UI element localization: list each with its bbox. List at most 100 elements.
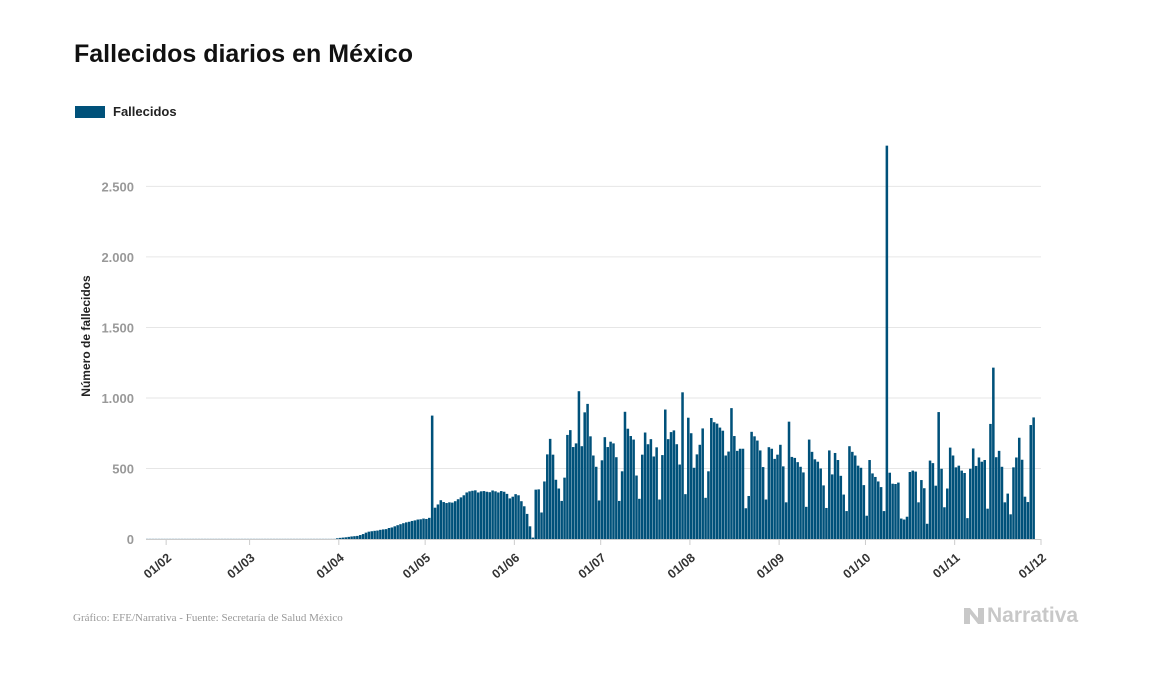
- bar: [839, 475, 843, 539]
- bar: [577, 391, 581, 539]
- bar: [453, 501, 457, 539]
- bar: [384, 529, 388, 539]
- bar: [629, 436, 632, 539]
- bar: [897, 482, 900, 539]
- bar: [551, 454, 555, 539]
- bar: [925, 523, 929, 539]
- bar: [879, 487, 883, 539]
- bar: [422, 518, 425, 539]
- bar: [1020, 459, 1024, 539]
- bar: [1015, 457, 1018, 539]
- legend: Fallecidos: [75, 104, 177, 119]
- bar: [943, 507, 946, 539]
- bar: [672, 430, 676, 539]
- bar: [589, 436, 592, 539]
- bar: [364, 532, 368, 539]
- bar: [350, 536, 353, 539]
- bar: [658, 499, 661, 539]
- bar: [511, 496, 515, 539]
- bar: [865, 515, 868, 539]
- bar: [603, 437, 607, 539]
- bar: [491, 490, 494, 539]
- x-tick-label: 01/05: [400, 551, 433, 582]
- x-tick-label: 01/12: [1016, 551, 1049, 582]
- y-tick-label: 1.000: [101, 391, 134, 406]
- bar: [813, 459, 817, 539]
- bar: [531, 537, 535, 539]
- bar: [664, 409, 667, 539]
- bar: [468, 491, 471, 539]
- chart-title: Fallecidos diarios en México: [74, 40, 414, 68]
- bar: [761, 467, 765, 539]
- bar: [563, 477, 566, 539]
- bar: [425, 518, 428, 539]
- legend-swatch: [75, 105, 105, 118]
- bar: [856, 465, 860, 539]
- bar: [499, 491, 503, 539]
- bar: [712, 422, 716, 539]
- bar: [954, 467, 958, 539]
- bar: [402, 523, 405, 539]
- bar: [497, 492, 500, 539]
- bar: [807, 439, 811, 539]
- bar: [727, 451, 730, 539]
- bar: [868, 460, 871, 539]
- bar: [698, 444, 702, 539]
- bar: [370, 531, 373, 539]
- bar: [741, 448, 745, 539]
- bar: [520, 501, 523, 539]
- bar: [874, 476, 877, 539]
- brand-name: Narrativa: [987, 604, 1079, 627]
- bar: [474, 490, 477, 539]
- bar: [905, 516, 909, 539]
- bar: [376, 530, 379, 539]
- bar: [367, 531, 371, 539]
- bar: [502, 491, 506, 539]
- bar: [908, 472, 912, 539]
- bar: [983, 460, 986, 539]
- bar: [640, 454, 644, 539]
- bar: [689, 433, 693, 539]
- bar: [989, 423, 992, 539]
- bar: [891, 483, 894, 539]
- bar: [606, 447, 609, 539]
- y-tick-label: 2.000: [101, 250, 134, 265]
- bar: [1029, 425, 1033, 539]
- bar: [655, 447, 658, 539]
- bar: [701, 428, 704, 539]
- bar: [344, 537, 348, 539]
- bar: [583, 412, 586, 539]
- bar: [646, 444, 650, 539]
- x-tick-label: 01/11: [930, 551, 962, 581]
- bar: [888, 472, 892, 539]
- bar: [678, 464, 681, 539]
- y-tick-label: 2.500: [101, 179, 134, 194]
- bar: [638, 498, 641, 539]
- bar: [407, 521, 411, 539]
- bar: [833, 452, 837, 539]
- bar: [787, 421, 791, 539]
- gridlines: [146, 185, 1041, 469]
- bar: [335, 538, 339, 539]
- y-axis-label: Número de fallecidos: [79, 275, 93, 397]
- x-tick-label: 01/08: [665, 551, 698, 582]
- bar: [816, 461, 820, 539]
- bar: [353, 536, 356, 539]
- bar: [819, 468, 822, 539]
- bar: [416, 519, 420, 539]
- bar: [707, 471, 710, 539]
- bar: [569, 430, 572, 539]
- bar: [704, 497, 707, 539]
- bar: [948, 447, 952, 539]
- bar: [571, 447, 575, 539]
- bar: [430, 415, 434, 539]
- legend-label: Fallecidos: [113, 104, 177, 119]
- bar: [853, 455, 857, 539]
- bar: [580, 446, 584, 539]
- bar: [960, 470, 963, 539]
- bar: [963, 473, 966, 539]
- bar: [358, 535, 362, 539]
- bar: [997, 450, 1001, 539]
- bar: [862, 485, 866, 539]
- bar: [692, 467, 696, 539]
